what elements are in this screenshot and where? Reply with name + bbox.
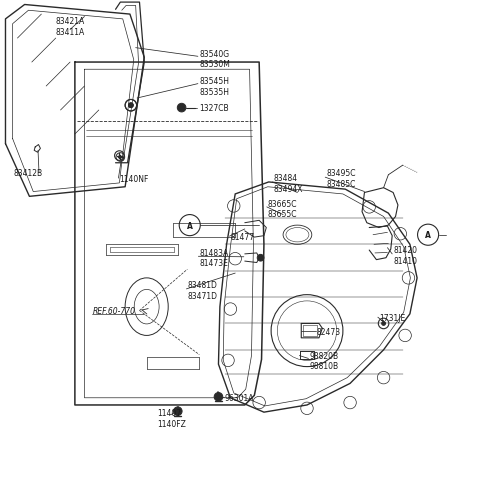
- Text: 81477: 81477: [230, 233, 254, 241]
- Text: 96301A: 96301A: [225, 394, 254, 402]
- Text: REF.60-770: REF.60-770: [93, 306, 136, 315]
- Circle shape: [129, 104, 133, 108]
- Text: 83484
83494X: 83484 83494X: [274, 174, 303, 193]
- Text: 98820B
98810B: 98820B 98810B: [310, 351, 338, 370]
- Text: A: A: [425, 231, 431, 240]
- Text: 82473: 82473: [317, 327, 341, 336]
- Circle shape: [129, 104, 133, 108]
- Text: 1140NF: 1140NF: [120, 174, 149, 183]
- Text: 83421A
83411A: 83421A 83411A: [56, 17, 84, 36]
- Circle shape: [382, 322, 385, 325]
- Circle shape: [173, 407, 182, 416]
- Circle shape: [214, 393, 223, 401]
- Text: 1731JE: 1731JE: [379, 313, 405, 322]
- Text: 11407
1140FZ: 11407 1140FZ: [157, 408, 186, 428]
- Text: 83481D
83471D: 83481D 83471D: [187, 281, 217, 300]
- Text: 81483A
81473E: 81483A 81473E: [199, 249, 228, 268]
- Circle shape: [257, 255, 264, 262]
- Text: 83545H
83535H: 83545H 83535H: [199, 77, 229, 96]
- Circle shape: [177, 104, 186, 113]
- Text: 83495C
83485C: 83495C 83485C: [326, 169, 356, 189]
- Text: A: A: [187, 221, 192, 230]
- Text: 83412B: 83412B: [14, 168, 43, 178]
- Text: 81420
81410: 81420 81410: [393, 246, 417, 265]
- Text: 83665C
83655C: 83665C 83655C: [268, 199, 297, 218]
- Text: 83540G
83530M: 83540G 83530M: [199, 49, 230, 69]
- Text: 1327CB: 1327CB: [199, 104, 229, 113]
